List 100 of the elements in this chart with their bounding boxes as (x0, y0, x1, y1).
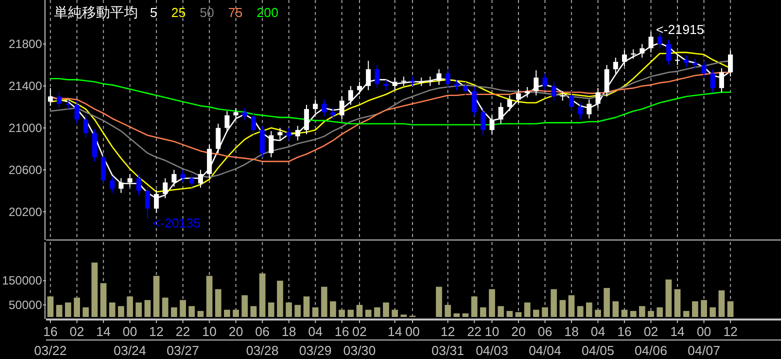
candlestick (542, 72, 548, 91)
candlestick (312, 99, 318, 114)
candlestick (224, 110, 230, 133)
candlestick (498, 102, 504, 124)
bar (330, 301, 336, 317)
x-tick-label: 14 (388, 324, 402, 339)
candlestick (490, 114, 494, 135)
candlestick (569, 90, 574, 112)
bar (109, 302, 116, 317)
candlestick (534, 70, 539, 96)
x-tick-label: 18 (282, 324, 296, 339)
candlestick (251, 112, 256, 135)
candlestick (348, 85, 354, 106)
bar (506, 310, 513, 317)
bar (276, 280, 284, 317)
candlestick (480, 107, 486, 136)
candlestick (710, 68, 716, 93)
candlestick (551, 81, 556, 102)
x-tick-label: 16 03/22 (34, 324, 67, 358)
candlestick (454, 79, 460, 91)
y-tick-label: 50000 (8, 298, 42, 312)
candlestick (304, 104, 309, 135)
bar (286, 302, 292, 317)
candlestick (330, 107, 336, 120)
bar (215, 289, 222, 317)
candlestick (622, 50, 627, 67)
bar (560, 300, 566, 317)
bar (382, 302, 390, 317)
bar (630, 310, 636, 317)
bar (188, 306, 195, 317)
bar (612, 301, 619, 317)
x-tick-label: 16 (334, 324, 350, 339)
x-tick-label: 18 (564, 324, 579, 339)
y-tick-label: 21400 (8, 78, 42, 93)
candlestick (578, 102, 583, 120)
x-tick-label: 12 (723, 324, 738, 339)
candlestick (604, 64, 610, 97)
candlestick (428, 76, 433, 86)
y-tick-label: 21800 (8, 37, 42, 52)
candlestick (145, 186, 150, 220)
x-tick-label: 02 (70, 324, 84, 339)
candlestick (463, 81, 468, 96)
bar (206, 276, 212, 317)
candlestick (286, 127, 292, 141)
bar (348, 310, 354, 317)
bar (524, 302, 530, 317)
candlestick (524, 86, 530, 98)
bar (170, 307, 178, 317)
annotation: <-21915 (656, 22, 704, 37)
bar (674, 289, 681, 317)
bar (197, 310, 204, 317)
bar (365, 310, 372, 317)
bar (542, 307, 548, 317)
bar (268, 302, 274, 317)
candlestick (74, 100, 80, 124)
candlestick (339, 96, 344, 120)
bar (568, 295, 575, 317)
candlestick (189, 174, 194, 188)
x-tick-label: 12 (149, 324, 164, 339)
candlestick (702, 60, 706, 78)
x-tick-label: 00 03/24 (114, 324, 146, 358)
candlestick (278, 127, 282, 140)
bar (56, 304, 62, 317)
bar (471, 296, 478, 317)
candlestick (242, 107, 248, 122)
candlestick (233, 107, 238, 120)
candlestick (472, 86, 477, 117)
candlestick (216, 123, 221, 154)
candlestick (260, 125, 265, 158)
candlestick (136, 174, 142, 196)
bar (118, 306, 124, 317)
x-tick-label: 22 03/27 (166, 324, 200, 358)
bar (144, 300, 151, 317)
candlestick (507, 94, 512, 112)
bar (74, 298, 80, 317)
bar (700, 300, 708, 317)
bar (338, 310, 345, 317)
candlestick (630, 48, 636, 60)
y-tick-label: 20200 (8, 204, 42, 219)
candlestick (374, 64, 380, 89)
x-tick-label: 04 04/05 (582, 324, 614, 358)
bar (224, 310, 230, 317)
bar (126, 296, 133, 317)
bar (64, 302, 72, 317)
candlestick (410, 76, 415, 86)
bar (586, 302, 592, 317)
bar (321, 286, 328, 317)
bar (444, 304, 451, 317)
candlestick (719, 68, 724, 93)
candlestick (516, 88, 521, 104)
x-tick-label: 14 (670, 324, 685, 339)
bar (515, 312, 522, 317)
candlestick (384, 79, 388, 91)
candlestick (613, 57, 618, 74)
bar (454, 313, 460, 317)
candlestick (198, 169, 203, 188)
bar (242, 295, 248, 317)
candlestick (436, 68, 442, 86)
x-tick-label: 06 04/04 (528, 324, 562, 358)
bar (374, 307, 380, 317)
